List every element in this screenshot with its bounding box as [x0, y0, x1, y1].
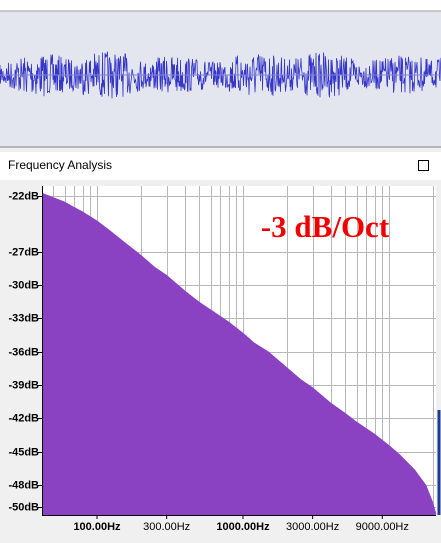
y-tick-label: -33dB — [8, 312, 39, 324]
y-tick-label: -39dB — [8, 379, 39, 391]
x-tick-label: 300.00Hz — [143, 521, 190, 533]
waveform — [0, 51, 441, 99]
y-tick-label: -42dB — [8, 412, 39, 424]
spectrum-area — [42, 192, 436, 515]
y-tick-label: -45dB — [8, 446, 39, 458]
x-tick-label: 3000.00Hz — [286, 521, 339, 533]
x-tick-label: 9000.00Hz — [356, 521, 409, 533]
track-ruler — [0, 0, 441, 11]
window-title: Frequency Analysis — [8, 158, 112, 172]
close-button[interactable] — [418, 160, 429, 171]
title-bar — [0, 152, 441, 180]
y-tick-label: -50dB — [8, 501, 39, 513]
annotation: -3 dB/Oct — [261, 209, 390, 244]
y-tick-label: -36dB — [8, 346, 39, 358]
x-tick-label: 1000.00Hz — [216, 521, 270, 533]
x-tick-label: 100.00Hz — [73, 521, 121, 533]
y-tick-label: -27dB — [8, 246, 39, 258]
plot — [42, 192, 436, 515]
y-tick-label: -48dB — [8, 479, 39, 491]
y-tick-label: -22dB — [8, 190, 39, 202]
y-tick-label: -30dB — [8, 279, 39, 291]
